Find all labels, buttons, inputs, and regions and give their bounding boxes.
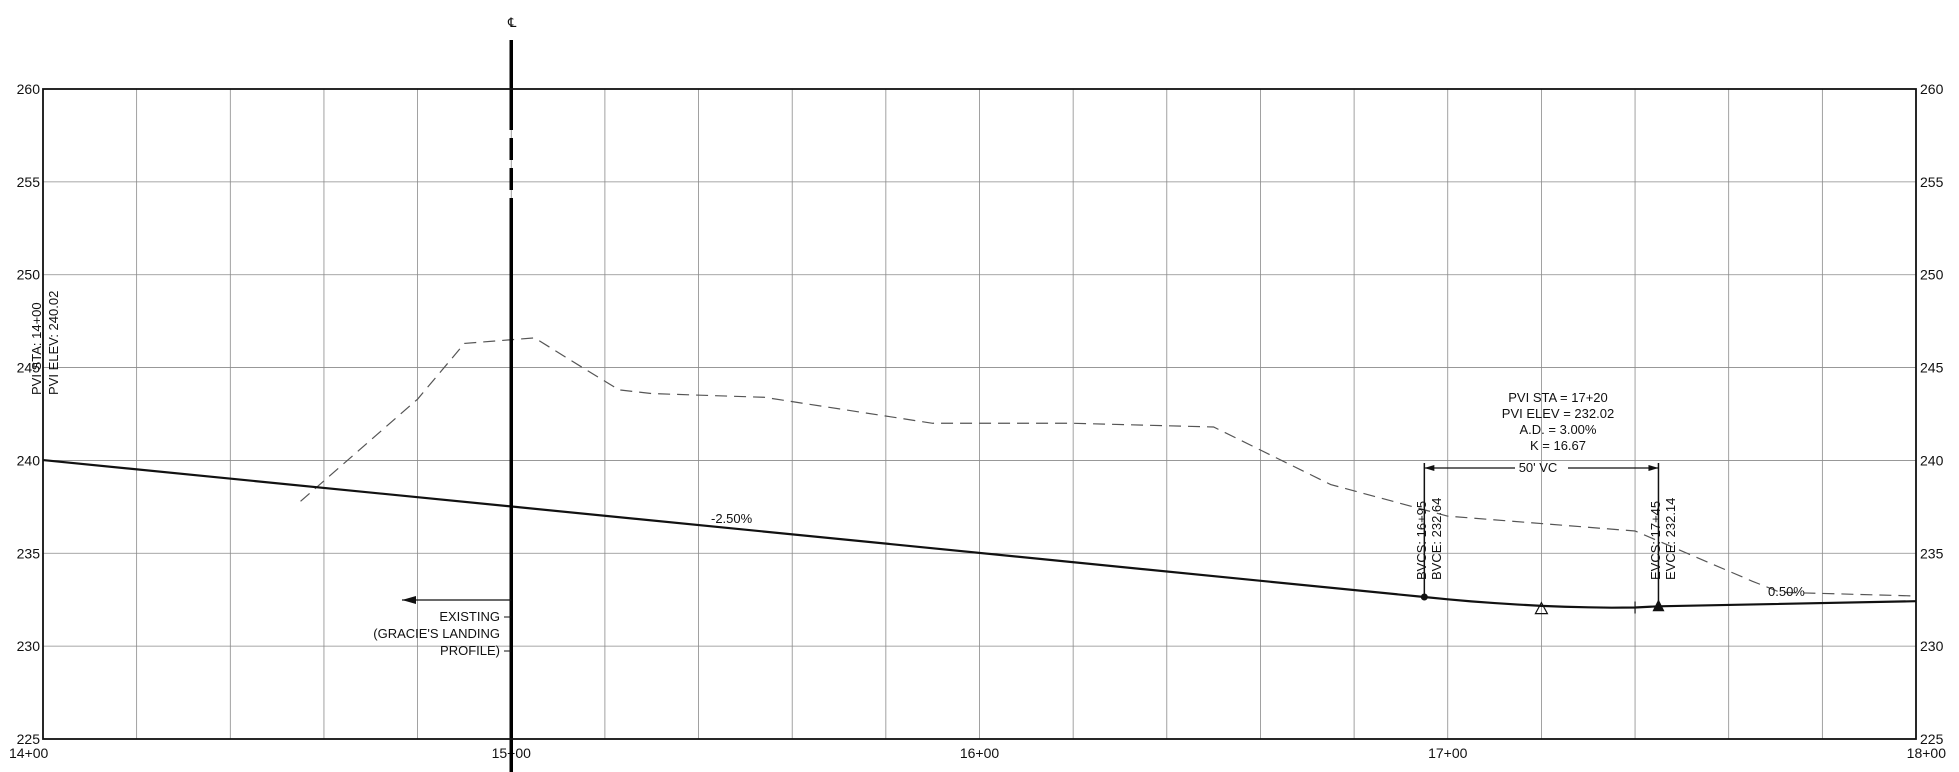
pvi-station-label: PVI STA = 17+20 xyxy=(1508,390,1608,405)
annotations: 225 225 230 230 235 235 240 240 245 245 250 250 255 2… xyxy=(9,40,1946,772)
bvc-station-label: BVCS: 16+95 xyxy=(1414,501,1429,580)
x-tick-label: 14+00 xyxy=(9,745,49,761)
vc-dimension-arrow-left xyxy=(1424,465,1435,471)
x-tick-label: 18+00 xyxy=(1907,745,1947,761)
y-tick-label-right: 250 xyxy=(1920,267,1944,283)
grid xyxy=(43,89,1916,739)
pvi-start-elevation: PVI ELEV: 240.02 xyxy=(46,291,61,395)
y-tick-label-right: 230 xyxy=(1920,638,1944,654)
y-tick-label-right: 255 xyxy=(1920,174,1944,190)
grade-out-label: 0.50% xyxy=(1768,584,1805,599)
y-tick-label-left: 245 xyxy=(17,360,41,376)
y-tick-label-left: 235 xyxy=(17,545,41,561)
bvc-elevation-label: BVCE: 232.64 xyxy=(1429,498,1444,580)
evc-marker xyxy=(1652,599,1665,612)
vertical-curve-length-label: 50' VC xyxy=(1519,460,1558,475)
existing-note-line2: (GRACIE'S LANDING xyxy=(373,626,500,641)
y-tick-label-right: 235 xyxy=(1920,545,1944,561)
y-tick-label-right: 245 xyxy=(1920,360,1944,376)
evc-elevation-label: EVCE: 232.14 xyxy=(1663,498,1678,580)
x-tick-label: 16+00 xyxy=(960,745,1000,761)
evc-station-label: EVCS: 17+45 xyxy=(1648,501,1663,580)
existing-note-line3: PROFILE) xyxy=(440,643,500,658)
centerline-symbol: ℄ xyxy=(507,15,517,30)
y-tick-label-left: 240 xyxy=(17,452,41,468)
vc-dimension-arrow-right xyxy=(1648,465,1659,471)
y-tick-label-left: 250 xyxy=(17,267,41,283)
y-tick-label-left: 225 xyxy=(17,731,41,747)
pvi-start-station: PVI STA: 14+00 xyxy=(29,302,44,395)
x-tick-label: 17+00 xyxy=(1428,745,1468,761)
y-tick-label-right: 260 xyxy=(1920,81,1944,97)
grade-in-label: -2.50% xyxy=(711,511,753,526)
y-tick-label-left: 260 xyxy=(17,81,41,97)
plot-frame xyxy=(42,88,1917,740)
y-tick-label-left: 255 xyxy=(17,174,41,190)
y-tick-label-left: 230 xyxy=(17,638,41,654)
existing-note-line1: EXISTING xyxy=(439,609,500,624)
pvi-marker xyxy=(1534,601,1549,615)
algebraic-difference-label: A.D. = 3.00% xyxy=(1520,422,1597,437)
bvc-point xyxy=(1420,593,1428,601)
y-tick-label-right: 225 xyxy=(1920,731,1944,747)
existing-note-arrowhead xyxy=(402,596,416,604)
k-value-label: K = 16.67 xyxy=(1530,438,1586,453)
y-tick-label-right: 240 xyxy=(1920,452,1944,468)
pvi-elevation-label: PVI ELEV = 232.02 xyxy=(1502,406,1614,421)
